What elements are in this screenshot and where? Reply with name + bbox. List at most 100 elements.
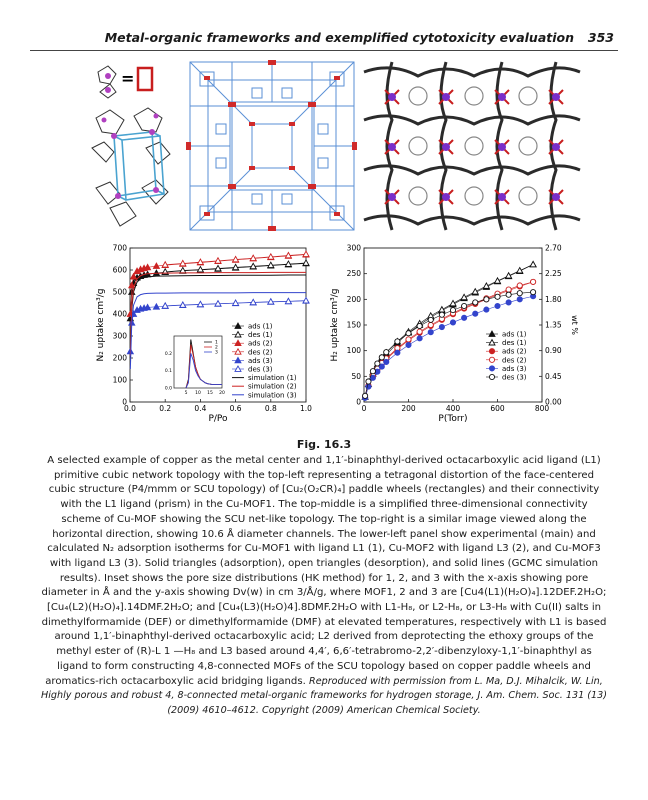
data-point — [416, 322, 423, 330]
data-point — [152, 302, 161, 310]
inset-legend-label: 2 — [215, 345, 218, 351]
y-tick-label: 100 — [113, 376, 128, 385]
legend-marker — [234, 322, 242, 329]
y-tick-label: 50 — [351, 372, 361, 381]
y-axis-label: H₂ uptake cm³/g — [330, 288, 340, 361]
n2-isotherm-chart: 0.0 0.2 0.4 0.6 0.8 1.0 0 100 200 300 400 500 600 700… — [96, 244, 312, 425]
legend-marker — [234, 330, 242, 338]
data-point — [494, 293, 501, 300]
framework-lattice — [363, 61, 581, 231]
y-tick-label: 200 — [113, 354, 128, 363]
data-point — [179, 301, 187, 308]
legend-label: des (3) — [502, 374, 527, 382]
data-point — [214, 264, 222, 272]
data-point — [493, 276, 502, 284]
equals-sign: = — [121, 69, 134, 88]
y-tick-label: 500 — [113, 288, 128, 297]
data-point — [460, 293, 468, 301]
data-point — [196, 265, 205, 273]
data-point — [449, 319, 457, 326]
copper-atoms — [101, 113, 159, 199]
data-point — [515, 266, 524, 274]
data-point — [129, 272, 138, 280]
data-point — [231, 255, 240, 263]
data-point — [249, 262, 257, 270]
page-number: 353 — [587, 30, 614, 45]
legend-marker — [234, 339, 242, 347]
data-point — [438, 324, 445, 331]
ring-detail — [408, 86, 538, 206]
y-tick-label: 200 — [347, 295, 362, 304]
x-tick-label: 600 — [490, 404, 505, 413]
data-point — [127, 281, 136, 289]
legend-marker — [488, 356, 496, 363]
legend-label: des (1) — [248, 331, 273, 339]
data-point — [161, 301, 169, 309]
data-point — [449, 299, 457, 307]
channel-view-image — [363, 61, 581, 231]
data-point — [374, 360, 381, 367]
legend-label: simulation (2) — [248, 383, 297, 391]
data-point — [267, 297, 275, 305]
running-header: Metal-organic frameworks and exemplified… — [30, 28, 618, 51]
y-tick-label: 300 — [113, 332, 128, 341]
y-right-tick-label: 0.45 — [545, 372, 562, 381]
data-point — [405, 336, 412, 343]
data-point — [383, 349, 390, 356]
data-point — [483, 306, 490, 313]
inset-y-tick-label: 0.0 — [165, 386, 172, 392]
data-point — [472, 310, 479, 317]
data-point — [284, 260, 293, 267]
x-tick-label: 0 — [362, 404, 367, 413]
data-point — [494, 302, 501, 310]
data-point — [143, 263, 152, 271]
data-point — [530, 289, 537, 296]
legend-label: ads (3) — [502, 365, 527, 373]
data-point — [231, 263, 240, 271]
caption-text: A selected example of copper as the meta… — [41, 455, 607, 687]
data-point — [516, 296, 523, 303]
series-line — [129, 271, 306, 356]
topology-left-image: = — [91, 65, 171, 227]
data-point — [231, 299, 240, 306]
legend-marker — [234, 356, 242, 364]
data-point — [427, 316, 434, 323]
y-tick-label: 300 — [347, 244, 362, 253]
data-point — [516, 282, 523, 289]
paddle-wheel-rectangle-icon — [136, 66, 154, 92]
legend-marker — [488, 348, 496, 355]
inset-y-tick-label: 0.2 — [165, 351, 172, 357]
data-point — [214, 299, 222, 307]
data-point — [284, 251, 293, 259]
data-point — [405, 341, 412, 349]
blue-net-lattice — [189, 61, 355, 231]
figure-caption: A selected example of copper as the meta… — [40, 454, 608, 719]
data-point — [362, 392, 369, 399]
legend-label: ads (1) — [502, 331, 527, 339]
data-point — [483, 296, 490, 303]
data-point — [302, 259, 310, 266]
data-point — [505, 291, 512, 298]
y-right-tick-label: 0.00 — [545, 398, 562, 407]
data-point — [196, 258, 205, 265]
x-tick-label: 0.4 — [194, 404, 206, 413]
paddle-wheel-molecule — [97, 65, 117, 99]
data-point — [461, 302, 468, 310]
data-point — [516, 290, 523, 297]
legend-label: ads (2) — [248, 340, 273, 348]
data-point — [461, 314, 468, 321]
y-tick-label: 400 — [113, 310, 128, 319]
data-point — [249, 254, 257, 261]
x-tick-label: 0.6 — [230, 404, 242, 413]
data-point — [472, 299, 479, 306]
legend-marker — [488, 330, 496, 337]
data-point — [267, 252, 275, 260]
data-point — [369, 368, 376, 375]
data-point — [152, 262, 161, 269]
x-axis-label: P/Po — [208, 414, 228, 424]
inset-legend-label: 1 — [215, 340, 218, 346]
data-point — [302, 296, 310, 304]
data-point — [529, 260, 537, 268]
data-point — [471, 287, 480, 295]
inset-x-tick-label: 5 — [185, 390, 188, 396]
